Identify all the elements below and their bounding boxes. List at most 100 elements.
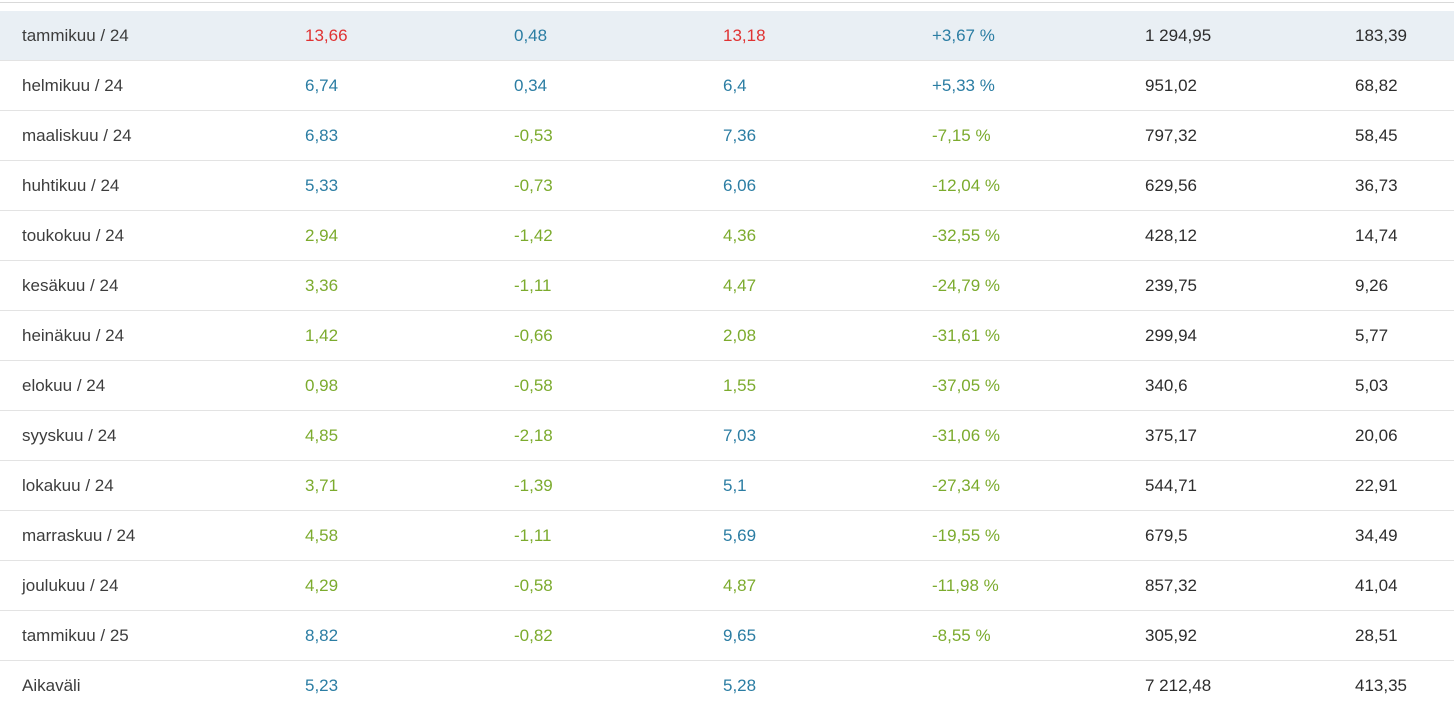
value-cell-1: 5,23 (305, 676, 339, 695)
value-cell-3: 7,36 (723, 125, 757, 145)
percent-change-cell: -24,79 % (932, 275, 1001, 295)
value-cell-3: 1,55 (723, 375, 757, 395)
value-cell-1: 2,94 (305, 225, 339, 245)
cost-value-cell: 58,45 (1355, 125, 1398, 145)
total-value-cell: 679,5 (1145, 525, 1188, 545)
value-cell-1: 0,98 (305, 375, 339, 395)
value-cell-3: 9,65 (723, 625, 757, 645)
value-cell-3: 6,06 (723, 175, 757, 195)
table-row[interactable]: syyskuu / 24 4,85 -2,18 7,03 -31,06 % 37… (0, 411, 1454, 461)
value-cell-1: 13,66 (305, 25, 348, 45)
value-cell-2: -0,73 (514, 175, 553, 195)
total-value-cell: 951,02 (1145, 75, 1197, 95)
month-label: maaliskuu / 24 (22, 125, 132, 145)
cost-value-cell: 41,04 (1355, 575, 1398, 595)
cost-value-cell: 14,74 (1355, 225, 1398, 245)
percent-change-cell: -12,04 % (932, 175, 1001, 195)
percent-change-cell: -31,06 % (932, 425, 1001, 445)
total-value-cell: 299,94 (1145, 325, 1197, 345)
value-cell-2: -2,18 (514, 425, 553, 445)
month-label: tammikuu / 24 (22, 25, 129, 45)
value-cell-3: 5,1 (723, 475, 747, 495)
table-top-divider (0, 0, 1454, 11)
month-label: toukokuu / 24 (22, 225, 125, 245)
month-label: huhtikuu / 24 (22, 175, 120, 195)
cost-value-cell: 5,77 (1355, 325, 1389, 345)
value-cell-1: 4,85 (305, 425, 339, 445)
value-cell-3: 5,69 (723, 525, 757, 545)
total-value-cell: 797,32 (1145, 125, 1197, 145)
total-value-cell: 428,12 (1145, 225, 1197, 245)
value-cell-3: 7,03 (723, 425, 757, 445)
cost-value-cell: 68,82 (1355, 75, 1398, 95)
table-row[interactable]: kesäkuu / 24 3,36 -1,11 4,47 -24,79 % 23… (0, 261, 1454, 311)
value-cell-2: 0,48 (514, 25, 548, 45)
cost-value-cell: 183,39 (1355, 25, 1407, 45)
month-label: syyskuu / 24 (22, 425, 117, 445)
value-cell-2: -0,53 (514, 125, 553, 145)
total-value-cell: 1 294,95 (1145, 25, 1212, 45)
month-label: tammikuu / 25 (22, 625, 129, 645)
value-cell-2: -1,39 (514, 475, 553, 495)
table-row[interactable]: tammikuu / 24 13,66 0,48 13,18 +3,67 % 1… (0, 11, 1454, 61)
table-row[interactable]: huhtikuu / 24 5,33 -0,73 6,06 -12,04 % 6… (0, 161, 1454, 211)
value-cell-3: 4,36 (723, 225, 757, 245)
cost-value-cell: 22,91 (1355, 475, 1398, 495)
month-label: kesäkuu / 24 (22, 275, 119, 295)
cost-value-cell: 34,49 (1355, 525, 1398, 545)
month-label: helmikuu / 24 (22, 75, 124, 95)
table-row[interactable]: elokuu / 24 0,98 -0,58 1,55 -37,05 % 340… (0, 361, 1454, 411)
value-cell-3: 4,47 (723, 275, 757, 295)
monthly-stats-table: tammikuu / 24 13,66 0,48 13,18 +3,67 % 1… (0, 11, 1454, 711)
percent-change-cell: -8,55 % (932, 625, 991, 645)
table-row[interactable]: helmikuu / 24 6,74 0,34 6,4 +5,33 % 951,… (0, 61, 1454, 111)
cost-value-cell: 36,73 (1355, 175, 1398, 195)
value-cell-2: -0,82 (514, 625, 553, 645)
value-cell-2: 0,34 (514, 75, 548, 95)
value-cell-2: -1,42 (514, 225, 553, 245)
total-value-cell: 305,92 (1145, 625, 1197, 645)
table-row[interactable]: toukokuu / 24 2,94 -1,42 4,36 -32,55 % 4… (0, 211, 1454, 261)
percent-change-cell: -19,55 % (932, 525, 1001, 545)
table-row[interactable]: joulukuu / 24 4,29 -0,58 4,87 -11,98 % 8… (0, 561, 1454, 611)
value-cell-2: -1,11 (514, 275, 552, 295)
percent-change-cell: -37,05 % (932, 375, 1001, 395)
value-cell-1: 6,83 (305, 125, 339, 145)
month-label: Aikaväli (22, 676, 81, 695)
value-cell-3: 6,4 (723, 75, 747, 95)
total-value-cell: 7 212,48 (1145, 676, 1212, 695)
total-value-cell: 544,71 (1145, 475, 1197, 495)
total-value-cell: 857,32 (1145, 575, 1197, 595)
total-value-cell: 375,17 (1145, 425, 1197, 445)
month-label: joulukuu / 24 (22, 575, 119, 595)
total-value-cell: 340,6 (1145, 375, 1188, 395)
value-cell-3: 5,28 (723, 676, 757, 695)
cost-value-cell: 28,51 (1355, 625, 1398, 645)
percent-change-cell: -27,34 % (932, 475, 1001, 495)
percent-change-cell: -11,98 % (932, 575, 999, 595)
total-value-cell: 629,56 (1145, 175, 1197, 195)
value-cell-3: 13,18 (723, 25, 766, 45)
value-cell-3: 4,87 (723, 575, 757, 595)
value-cell-1: 1,42 (305, 325, 339, 345)
value-cell-1: 8,82 (305, 625, 339, 645)
table-row[interactable]: heinäkuu / 24 1,42 -0,66 2,08 -31,61 % 2… (0, 311, 1454, 361)
value-cell-1: 6,74 (305, 75, 339, 95)
value-cell-1: 4,58 (305, 525, 339, 545)
table-row[interactable]: tammikuu / 25 8,82 -0,82 9,65 -8,55 % 30… (0, 611, 1454, 661)
value-cell-2: -1,11 (514, 525, 552, 545)
table-row[interactable]: Aikaväli 5,23 5,28 7 212,48 413,35 (0, 661, 1454, 711)
table-row[interactable]: maaliskuu / 24 6,83 -0,53 7,36 -7,15 % 7… (0, 111, 1454, 161)
percent-change-cell: -7,15 % (932, 125, 991, 145)
value-cell-3: 2,08 (723, 325, 757, 345)
value-cell-1: 3,71 (305, 475, 339, 495)
cost-value-cell: 20,06 (1355, 425, 1398, 445)
value-cell-1: 5,33 (305, 175, 339, 195)
table-row[interactable]: marraskuu / 24 4,58 -1,11 5,69 -19,55 % … (0, 511, 1454, 561)
value-cell-2: -0,58 (514, 375, 553, 395)
value-cell-2: -0,66 (514, 325, 553, 345)
table-row[interactable]: lokakuu / 24 3,71 -1,39 5,1 -27,34 % 544… (0, 461, 1454, 511)
month-label: elokuu / 24 (22, 375, 106, 395)
month-label: marraskuu / 24 (22, 525, 136, 545)
month-label: heinäkuu / 24 (22, 325, 125, 345)
